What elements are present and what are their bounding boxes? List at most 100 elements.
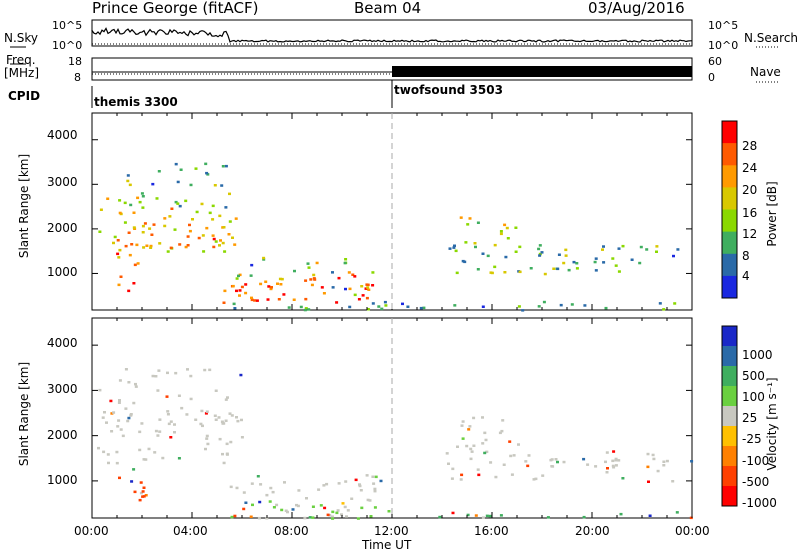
velocity-data-cell [269, 486, 273, 490]
velocity-data-cell [343, 505, 347, 509]
velocity-cbar-tick: -25 [742, 432, 762, 446]
velocity-data-cell [358, 483, 361, 486]
xtick: 20:00 [575, 524, 610, 538]
velocity-data-cell [265, 517, 269, 520]
velocity-data-cell [488, 514, 492, 518]
velocity-data-cell [180, 406, 184, 410]
power-data-cell [611, 257, 615, 260]
power-data-cell [658, 302, 662, 305]
power-data-cell [315, 261, 319, 265]
power-data-cell [135, 243, 139, 247]
power-data-cell [184, 199, 188, 203]
velocity-data-cell [213, 414, 217, 417]
power-data-cell [214, 240, 218, 243]
velocity-data-cell [485, 514, 489, 518]
power-data-cell [506, 237, 510, 240]
xlabel: Time UT [362, 538, 412, 552]
power-cbar-tick: 8 [742, 249, 750, 263]
velocity-data-cell [604, 460, 607, 464]
power-cbar-tick: 4 [742, 269, 750, 283]
velocity-cbar-tick: 1000 [742, 348, 773, 362]
velocity-data-cell [501, 419, 505, 422]
power-colorbar-frame [721, 120, 738, 299]
power-data-cell [143, 222, 147, 225]
power-data-cell [529, 267, 533, 270]
velocity-data-cell [124, 407, 128, 410]
velocity-data-cell [166, 371, 169, 375]
velocity-data-cell [130, 480, 134, 483]
power-data-cell [361, 294, 365, 297]
power-data-cell [299, 305, 303, 309]
power-data-cell [176, 180, 180, 184]
power-data-cell [222, 301, 226, 304]
power-data-cell [572, 260, 576, 264]
power-data-cell [676, 248, 680, 251]
power-data-cell [179, 168, 183, 171]
velocity-data-cell [218, 437, 222, 441]
power-data-cell [348, 305, 352, 309]
velocity-data-cell [240, 436, 244, 439]
power-data-cell [128, 183, 132, 187]
power-data-cell [202, 250, 206, 253]
velocity-data-cell [240, 418, 243, 422]
velocity-data-cell [242, 507, 246, 511]
power-data-cell [173, 228, 177, 231]
velocity-data-cell [359, 489, 363, 492]
velocity-data-cell [229, 440, 233, 444]
velocity-cbar-tick: -1000 [742, 496, 777, 510]
power-data-cell [117, 283, 121, 287]
power-data-cell [453, 304, 457, 307]
power-data-cell [464, 241, 468, 244]
power-colorbar-segment [722, 165, 737, 188]
power-data-cell [337, 276, 341, 280]
power-data-cell [401, 302, 404, 306]
velocity-data-cell [373, 506, 377, 509]
velocity-data-cell [387, 510, 391, 513]
power-data-cell [557, 253, 561, 256]
power-data-cell [594, 269, 598, 272]
power-data-cell [222, 226, 226, 229]
power-ytick-1000: 1000 [47, 265, 78, 279]
velocity-data-cell [233, 514, 237, 518]
power-data-cell [208, 211, 212, 215]
velocity-data-cell [373, 487, 377, 491]
power-data-cell [130, 243, 134, 246]
velocity-data-cell [325, 482, 329, 486]
power-data-cell [322, 292, 326, 295]
power-data-cell [543, 272, 547, 276]
power-data-cell [455, 271, 459, 275]
velocity-data-cell [671, 480, 675, 483]
velocity-data-cell [354, 478, 358, 482]
velocity-data-cell [469, 457, 473, 461]
velocity-data-cell [217, 416, 221, 419]
power-data-cell [211, 204, 215, 208]
velocity-data-cell [379, 479, 383, 483]
power-data-cell [384, 304, 388, 307]
power-data-cell [476, 221, 480, 224]
power-data-cell [621, 244, 625, 248]
power-data-cell [604, 306, 608, 310]
power-data-cell [174, 200, 178, 204]
power-data-cell [169, 246, 173, 250]
power-data-cell [168, 215, 172, 218]
beam-title: Beam 04 [354, 0, 422, 17]
velocity-data-cell [205, 434, 209, 438]
velocity-data-cell [214, 389, 218, 392]
velocity-data-cell [239, 373, 243, 377]
freq-tick-low: 8 [74, 71, 81, 84]
freq-label-2: [MHz] [4, 66, 40, 80]
power-cbar-tick: 24 [742, 161, 758, 175]
velocity-data-cell [126, 419, 130, 423]
velocity-data-cell [582, 457, 586, 461]
velocity-data-cell [586, 463, 590, 466]
velocity-data-cell [451, 467, 455, 471]
velocity-data-cell [166, 413, 170, 416]
velocity-data-cell [106, 453, 110, 456]
power-data-cell [486, 254, 490, 258]
velocity-data-cell [614, 464, 618, 467]
power-data-cell [567, 268, 571, 272]
velocity-data-cell [295, 503, 298, 507]
power-data-cell [197, 236, 201, 240]
velocity-data-cell [161, 456, 165, 460]
velocity-data-cell [483, 431, 487, 435]
